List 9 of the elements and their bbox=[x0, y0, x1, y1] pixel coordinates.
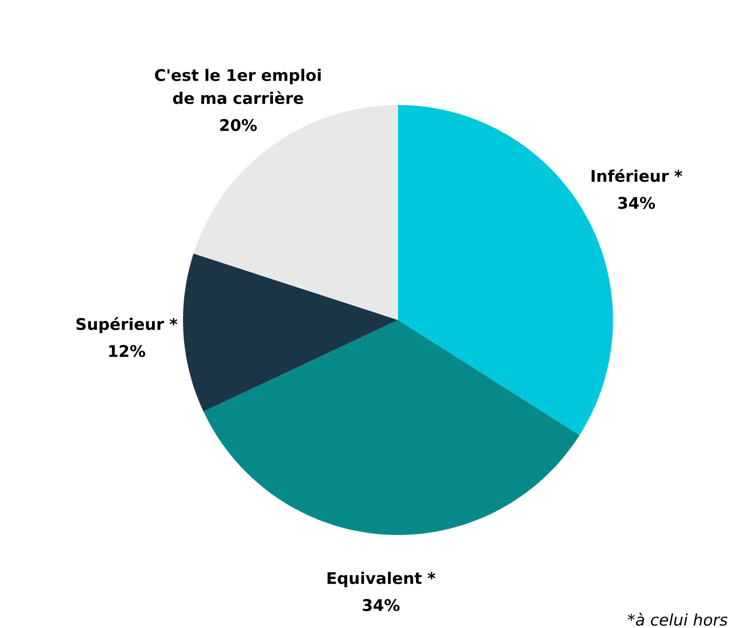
slice-label: Inférieur * bbox=[592, 168, 682, 182]
data-label: 34% bbox=[362, 599, 400, 612]
data-label: 12% bbox=[109, 344, 146, 358]
data-label: 20% bbox=[220, 119, 257, 132]
slice-label: Supérieur * bbox=[76, 317, 178, 334]
text: *à celui hors bbox=[628, 612, 728, 626]
slice-label: C'est le 1er emploi de ma carrière bbox=[155, 68, 321, 104]
data-label: 34% bbox=[618, 196, 656, 209]
slice-label: Equivalent * bbox=[328, 572, 436, 588]
